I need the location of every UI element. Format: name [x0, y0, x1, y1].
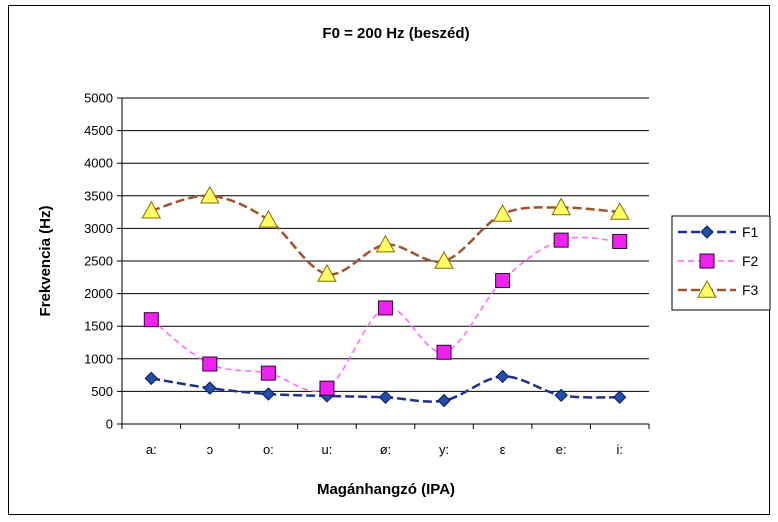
series-f2 [143, 232, 628, 396]
legend-item-f1: F1 [678, 224, 759, 240]
x-tick-label: ø: [380, 442, 392, 457]
x-tick-label: ɔ [207, 442, 214, 457]
data-point-f1 [495, 369, 510, 384]
data-point-f3 [492, 204, 513, 222]
data-point-f3 [375, 234, 396, 253]
y-tick-label: 0 [106, 417, 113, 432]
legend-marker [697, 279, 717, 298]
data-point-f3 [141, 200, 162, 219]
data-point-f3 [609, 202, 630, 220]
data-point-f2 [319, 380, 335, 396]
y-tick-label: 2500 [84, 254, 113, 269]
data-point-f2 [260, 365, 276, 381]
y-tick-label: 3000 [84, 221, 113, 236]
data-point-f2 [436, 344, 452, 360]
legend-marker [700, 225, 714, 239]
data-point-f1 [613, 390, 627, 404]
data-point-f1 [378, 390, 393, 404]
x-tick-label: e: [556, 442, 567, 457]
data-point-f2 [378, 300, 393, 316]
data-point-f3 [199, 185, 220, 204]
x-tick-label: y: [439, 442, 449, 457]
data-point-f2 [612, 233, 628, 249]
x-tick-label: i: [616, 442, 623, 457]
data-point-f2 [143, 312, 159, 328]
y-tick-label: 500 [91, 384, 113, 399]
legend-label: F2 [742, 253, 759, 269]
series-line-f3 [150, 194, 620, 276]
data-point-f1 [261, 387, 276, 401]
data-point-f3 [258, 209, 279, 228]
x-tick-label: ε [500, 442, 506, 457]
series-group [141, 185, 630, 408]
y-axis-ticks: 0 500 1000 1500 2000 2500 3000 3500 4000 4500 5000 [84, 91, 122, 432]
data-point-f2 [553, 232, 569, 248]
y-tick-label: 4000 [84, 156, 113, 171]
series-f3 [141, 185, 630, 282]
data-point-f3 [551, 197, 572, 216]
data-point-f3 [317, 264, 337, 282]
data-point-f3 [434, 250, 454, 269]
x-tick-label: o: [263, 442, 274, 457]
y-tick-label: 5000 [84, 91, 113, 106]
x-axis-ticks: a: ɔ o: u: ø: y: ε e: i: [121, 424, 650, 457]
y-tick-label: 1000 [84, 351, 113, 366]
x-tick-label: u: [322, 442, 333, 457]
data-point-f2 [495, 273, 511, 289]
y-tick-label: 3500 [84, 188, 113, 203]
legend-item-f3: F3 [678, 279, 759, 298]
legend-label: F1 [742, 224, 759, 240]
y-tick-label: 2000 [84, 286, 113, 301]
chart-title: F0 = 200 Hz (beszéd) [322, 25, 469, 42]
y-tick-label: 4500 [84, 123, 113, 138]
data-point-f1 [437, 393, 451, 408]
data-point-f1 [554, 388, 568, 403]
y-axis-title: Frekvencia (Hz) [37, 206, 54, 317]
data-point-f1 [144, 371, 158, 386]
legend-label: F3 [742, 282, 759, 298]
legend-marker [699, 253, 715, 269]
x-axis-title: Magánhangzó (IPA) [317, 481, 455, 498]
y-tick-label: 1500 [84, 319, 113, 334]
legend-item-f2: F2 [678, 253, 759, 269]
x-tick-label: a: [146, 442, 157, 457]
data-point-f2 [202, 356, 218, 372]
data-point-f1 [203, 381, 217, 395]
legend: F1 F2 F3 [671, 215, 771, 311]
